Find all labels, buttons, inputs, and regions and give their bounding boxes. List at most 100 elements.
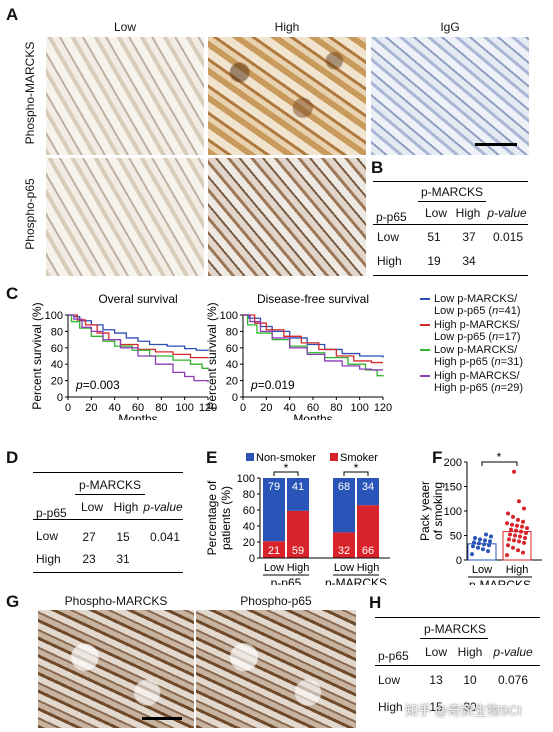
table-d-cell: 0.041 xyxy=(149,530,181,544)
table-d-top-rule xyxy=(33,472,183,473)
x-tick-label: 40 xyxy=(109,402,121,414)
bar-category-label: Low xyxy=(264,562,284,574)
significance-bracket xyxy=(343,471,369,476)
y-tick-label: 50 xyxy=(450,531,462,543)
y-tick-label: 80 xyxy=(51,326,63,338)
y-tick-label: 40 xyxy=(51,359,63,371)
x-axis-label: Months xyxy=(118,412,157,420)
bar-smoker xyxy=(287,510,309,558)
panel-f-label: F xyxy=(432,448,443,467)
survival-curve-2 xyxy=(243,314,384,377)
y-tick-label: 80 xyxy=(226,326,238,338)
legend-line1: High p-MARCKS/ xyxy=(434,318,520,331)
bar-nonsmoker xyxy=(263,478,285,542)
x-tick-label: 20 xyxy=(85,402,97,414)
legend-line1: High p-MARCKS/ xyxy=(434,369,520,382)
data-point xyxy=(507,537,511,542)
table-b-cell: 19 xyxy=(427,254,441,268)
data-point xyxy=(516,517,520,522)
y-tick-label: 150 xyxy=(444,482,462,494)
pack-year-scatter: 0 50 100 150 200 Pack yeaer of smoking Low High p… xyxy=(420,450,542,585)
data-point xyxy=(512,538,516,543)
table-h-top-rule xyxy=(375,617,540,618)
data-point xyxy=(484,532,488,537)
panel-a-label: A xyxy=(6,5,19,24)
table-b-row-header: p-p65 xyxy=(376,210,407,224)
legend-swatch xyxy=(420,349,430,351)
table-d-cell: 15 xyxy=(116,530,130,544)
data-point xyxy=(481,547,485,552)
table-d-col-pvalue: p-value xyxy=(143,500,183,514)
data-point xyxy=(476,545,480,550)
data-point xyxy=(472,540,476,545)
y-tick-label: 0 xyxy=(232,392,238,404)
significance-bracket xyxy=(481,461,518,466)
col-title-low: Low xyxy=(113,20,136,34)
col-title-high: High xyxy=(274,20,300,34)
category-label: Low xyxy=(472,564,492,576)
y-tick-label: 60 xyxy=(226,343,238,355)
table-d-col-high: High xyxy=(113,500,139,514)
x-tick-label: 60 xyxy=(307,402,319,414)
bar-label-nonsmoker: 41 xyxy=(292,481,304,493)
group-label: p-MARCKS xyxy=(325,576,387,585)
data-point xyxy=(520,524,524,529)
group-label: p-p65 xyxy=(271,576,302,585)
bar-label-nonsmoker: 34 xyxy=(362,481,374,493)
bar-category-label: Low xyxy=(334,562,354,574)
survival-curve-3 xyxy=(68,314,209,383)
data-point xyxy=(477,541,481,546)
legend-entry: Low p-MARCKS/High p-p65 (n=31) xyxy=(420,344,553,369)
table-d-bottom-rule xyxy=(33,572,183,573)
ihc-image-igg xyxy=(371,37,529,155)
legend-entry: Low p-MARCKS/Low p-p65 (n=41) xyxy=(420,293,553,318)
p-value-annotation: p=0.003 xyxy=(75,378,120,392)
table-h-mid-rule xyxy=(375,665,540,666)
data-point xyxy=(482,542,486,547)
table-d-header: p-MARCKS xyxy=(78,478,142,492)
x-tick-label: 120 xyxy=(374,402,392,414)
significance-star: * xyxy=(497,450,502,464)
table-b-bottom-rule xyxy=(373,275,528,276)
table-h-cell: 0.076 xyxy=(497,673,529,687)
table-h-col-high: High xyxy=(457,645,483,659)
data-point xyxy=(488,539,492,544)
chart-title: Disease-free survival xyxy=(257,292,369,306)
significance-bracket xyxy=(273,471,299,476)
y-tick-label: 100 xyxy=(45,310,63,322)
survival-curve-1 xyxy=(243,314,383,364)
bar-smoker xyxy=(263,541,285,558)
legend-swatch xyxy=(420,374,430,377)
legend-swatch-nonsmoker xyxy=(246,453,254,461)
ihc-image-g-marcks xyxy=(38,610,194,728)
data-point xyxy=(489,534,493,539)
bar-nonsmoker xyxy=(333,478,355,533)
bar-label-nonsmoker: 68 xyxy=(338,481,350,493)
table-b-mid-rule xyxy=(373,224,528,225)
bar-label-smoker: 21 xyxy=(268,545,280,557)
bar-nonsmoker xyxy=(357,478,379,506)
smoker-bar-chart: Non-smoker Smoker 0 20 40 60 80 100 Percentage o… xyxy=(205,452,390,585)
data-point xyxy=(517,539,521,544)
table-d-cell: 27 xyxy=(82,530,96,544)
data-point xyxy=(514,528,518,533)
table-b-cell: 51 xyxy=(427,230,441,244)
data-point xyxy=(506,511,510,516)
legend-line2: High p-p65 (n=31) xyxy=(434,356,523,368)
legend-line2: High p-p65 (n=29) xyxy=(434,381,523,394)
data-point xyxy=(519,529,523,534)
ihc-image-p65-low xyxy=(46,158,204,276)
table-h-header-rule xyxy=(420,638,488,639)
table-b-top-rule xyxy=(373,181,528,182)
legend-swatch-smoker xyxy=(330,453,338,461)
table-h-col-low: Low xyxy=(424,645,448,659)
y-axis-label-line1: Pack yeaer xyxy=(420,481,432,541)
y-tick-label: 20 xyxy=(51,376,63,388)
x-tick-label: 40 xyxy=(284,402,296,414)
ihc-image-marcks-low xyxy=(46,37,204,155)
bar-label-nonsmoker: 79 xyxy=(268,481,280,493)
table-b-col-pvalue: p-value xyxy=(487,206,527,220)
data-point xyxy=(483,538,487,543)
bar-category-label: High xyxy=(357,562,380,574)
y-tick-label: 100 xyxy=(220,310,238,322)
